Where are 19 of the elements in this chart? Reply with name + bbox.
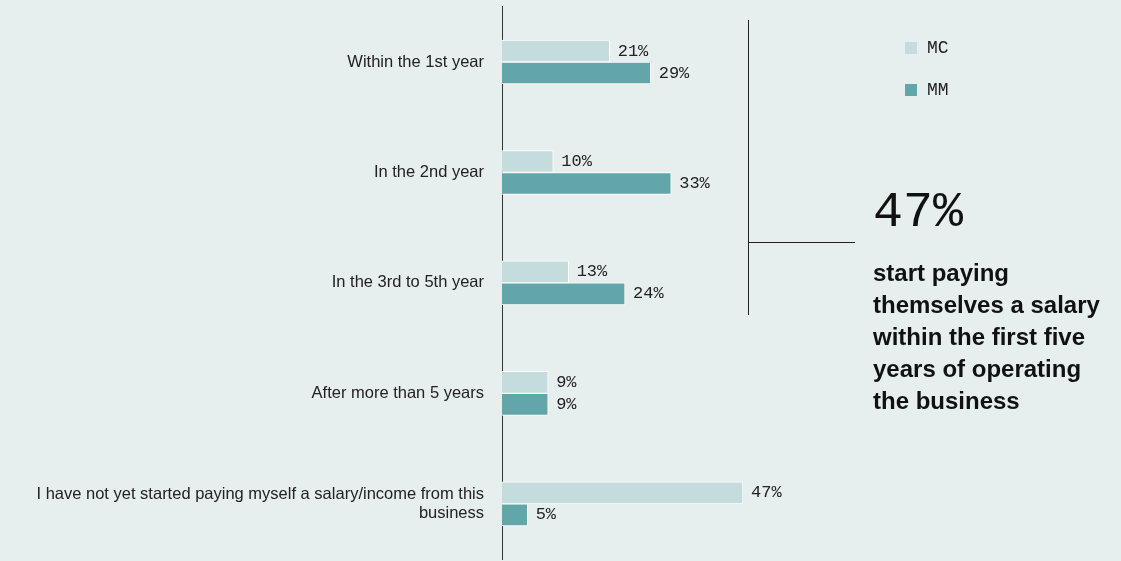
data-label: 9%: [556, 372, 578, 392]
data-label: 47%: [751, 483, 783, 503]
y-tick-label: Within the 1st year: [347, 51, 485, 70]
data-label: 33%: [679, 173, 711, 193]
y-tick-label: In the 3rd to 5th year: [331, 272, 485, 291]
data-label: 5%: [535, 505, 557, 525]
data-label: 29%: [658, 63, 691, 83]
data-label: 13%: [576, 262, 609, 282]
y-tick-label: I have not yet started paying myself a salary/income from this business: [36, 483, 484, 522]
y-tick-label: In the 2nd year: [373, 162, 485, 181]
y-tick-label: After more than 5 years: [311, 382, 484, 401]
data-label: 24%: [633, 284, 665, 304]
text: 47%: [873, 184, 964, 241]
data-label: 10%: [561, 151, 593, 171]
text: start paying themselves a salary within the first five years of operating the business: [873, 258, 1101, 416]
data-label: 9%: [556, 394, 578, 414]
legend-label: MC: [927, 38, 949, 58]
legend-label: MM: [927, 80, 949, 100]
data-label: 21%: [617, 41, 650, 61]
